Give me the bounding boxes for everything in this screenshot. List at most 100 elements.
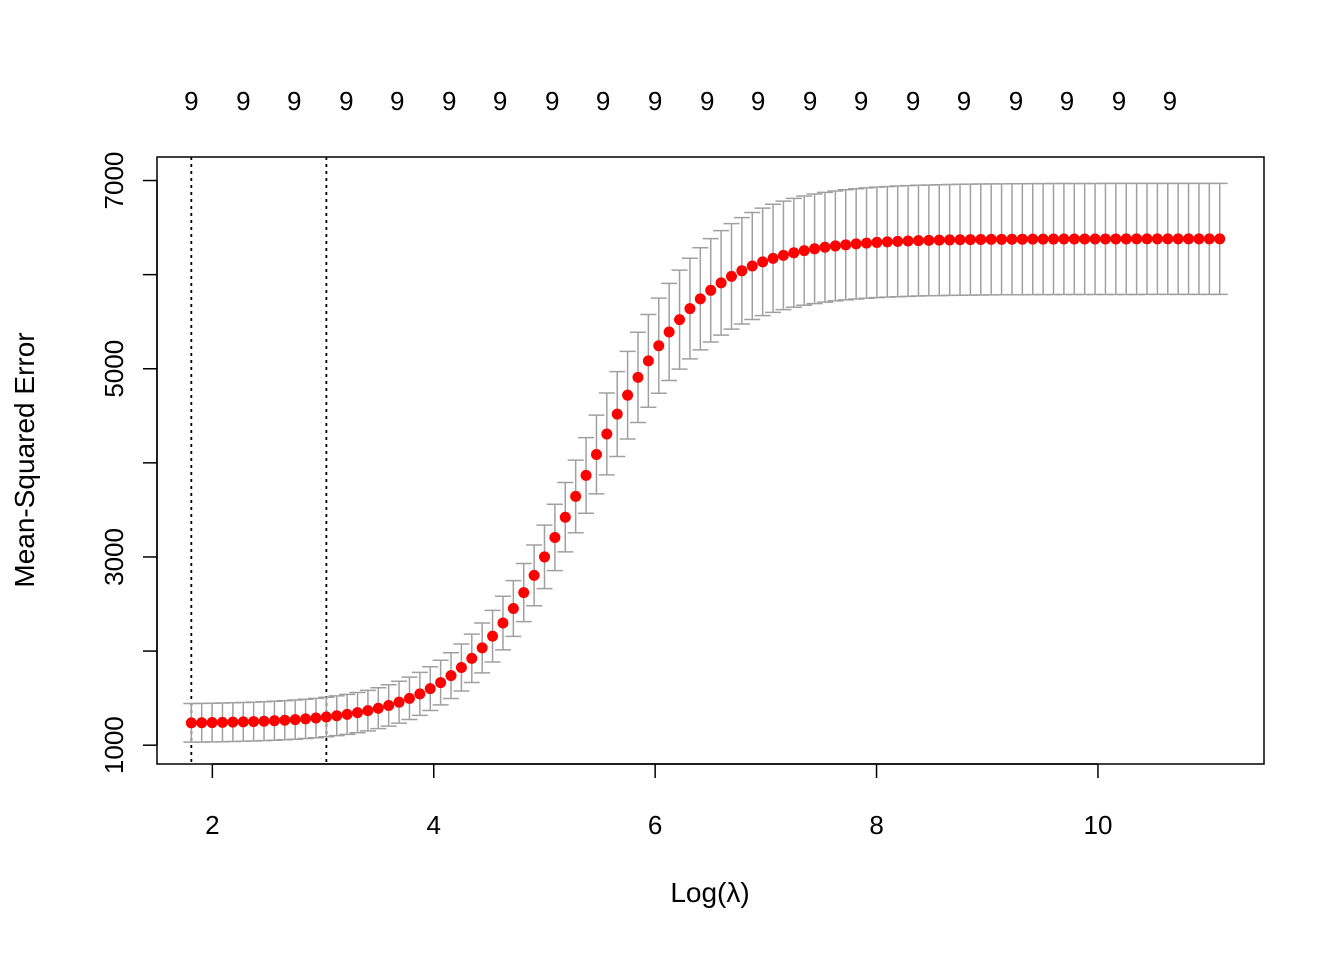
mse-point	[798, 245, 810, 257]
mse-point	[393, 696, 405, 708]
mse-point	[310, 712, 322, 724]
mse-point	[476, 642, 488, 654]
mse-point	[1214, 233, 1226, 245]
top-axis-labels: 9 9 9 9 9 9 9 9 9 9 9 9 9 9 9 9 9 9 9 9	[184, 86, 1177, 116]
top-label: 9	[390, 86, 404, 116]
mse-point	[746, 260, 758, 272]
mse-point	[196, 717, 208, 729]
mse-point	[829, 240, 841, 252]
mse-point	[684, 303, 696, 315]
mse-point	[881, 236, 893, 248]
mse-point	[1172, 233, 1184, 245]
mse-point	[289, 714, 301, 726]
mse-point	[705, 284, 717, 296]
mse-point	[694, 293, 706, 305]
mse-points	[185, 233, 1226, 729]
mse-point	[570, 490, 582, 502]
top-label: 9	[493, 86, 507, 116]
mse-point	[642, 355, 654, 367]
x-tick-label: 8	[869, 810, 883, 840]
mse-point	[1099, 233, 1111, 245]
top-label: 9	[287, 86, 301, 116]
mse-point	[206, 717, 218, 729]
mse-point	[248, 716, 260, 728]
mse-point	[518, 587, 530, 599]
mse-point	[1183, 233, 1195, 245]
mse-point	[539, 551, 551, 563]
mse-point	[757, 256, 769, 268]
mse-point	[497, 617, 509, 629]
top-label: 9	[854, 86, 868, 116]
mse-point	[1079, 233, 1091, 245]
mse-point	[580, 469, 592, 481]
mse-point	[850, 238, 862, 250]
mse-point	[300, 713, 312, 725]
y-axis-title: Mean-Squared Error	[9, 332, 40, 587]
mse-point	[487, 630, 499, 642]
mse-point	[1037, 233, 1049, 245]
top-label: 9	[906, 86, 920, 116]
top-label: 9	[648, 86, 662, 116]
mse-point	[1006, 233, 1018, 245]
y-tick-label: 5000	[99, 340, 129, 398]
mse-point	[185, 717, 197, 729]
top-label: 9	[1112, 86, 1126, 116]
top-label: 9	[339, 86, 353, 116]
mse-point	[331, 710, 343, 722]
mse-point	[559, 511, 571, 523]
mse-point	[466, 652, 478, 664]
mse-point	[1068, 233, 1080, 245]
mse-point	[923, 234, 935, 246]
mse-point	[549, 531, 561, 543]
top-label: 9	[1009, 86, 1023, 116]
mse-point	[944, 234, 956, 246]
top-label: 9	[1163, 86, 1177, 116]
mse-point	[663, 326, 675, 338]
y-tick-label: 3000	[99, 528, 129, 586]
mse-point	[809, 243, 821, 255]
x-axis-title: Log(λ)	[670, 877, 749, 908]
mse-point	[237, 716, 249, 728]
mse-point	[1141, 233, 1153, 245]
mse-point	[840, 239, 852, 251]
top-label: 9	[442, 86, 456, 116]
mse-point	[902, 235, 914, 247]
mse-point	[320, 711, 332, 723]
mse-point	[788, 247, 800, 259]
mse-point	[279, 714, 291, 726]
mse-point	[1193, 233, 1205, 245]
x-tick-label: 4	[427, 810, 441, 840]
mse-point	[985, 233, 997, 245]
mse-point	[258, 715, 270, 727]
mse-point	[1162, 233, 1174, 245]
mse-point	[362, 705, 374, 717]
x-tick-label: 10	[1083, 810, 1112, 840]
y-tick-label: 7000	[99, 152, 129, 210]
mse-point	[674, 314, 686, 326]
mse-point	[1110, 233, 1122, 245]
error-bars	[183, 182, 1228, 743]
top-label: 9	[596, 86, 610, 116]
mse-point	[715, 277, 727, 289]
mse-point	[767, 252, 779, 264]
mse-point	[653, 340, 665, 352]
top-label: 9	[545, 86, 559, 116]
top-label: 9	[236, 86, 250, 116]
y-tick-label: 1000	[99, 716, 129, 774]
mse-point	[1058, 233, 1070, 245]
mse-point	[964, 234, 976, 246]
mse-point	[632, 371, 644, 383]
mse-point	[1048, 233, 1060, 245]
mse-point	[1027, 233, 1039, 245]
mse-point	[1151, 233, 1163, 245]
mse-point	[445, 670, 457, 682]
mse-point	[455, 662, 467, 674]
x-tick-label: 2	[205, 810, 219, 840]
mse-point	[871, 236, 883, 248]
mse-point	[725, 270, 737, 282]
mse-point	[216, 716, 228, 728]
mse-point	[933, 234, 945, 246]
mse-point	[996, 233, 1008, 245]
mse-point	[383, 699, 395, 711]
